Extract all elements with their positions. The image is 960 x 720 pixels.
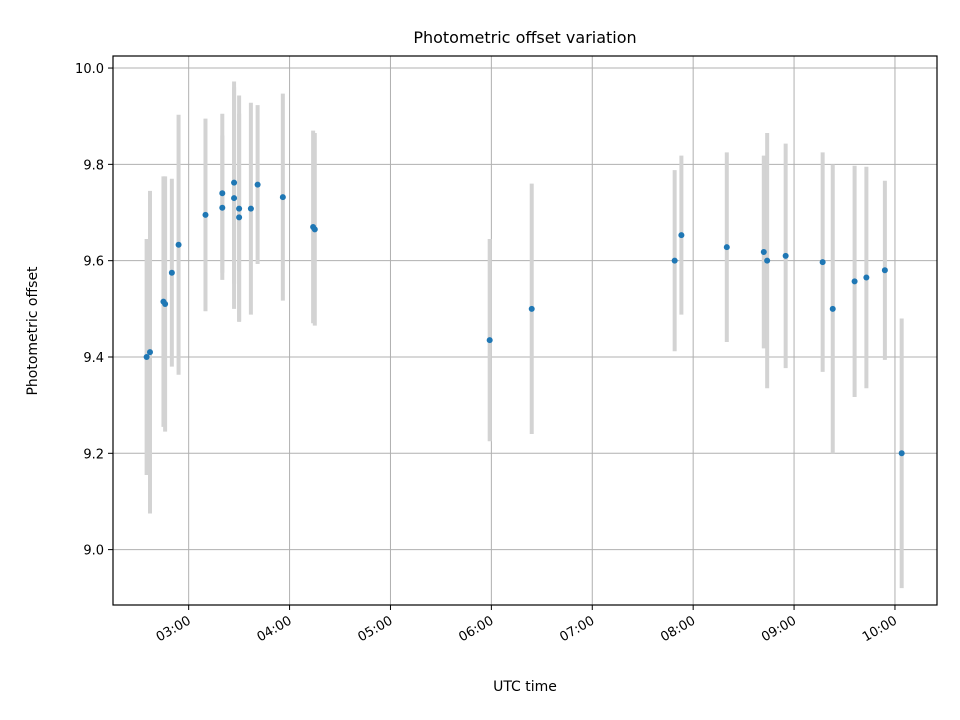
data-point — [254, 181, 261, 188]
data-point — [202, 211, 209, 218]
data-point — [146, 349, 153, 356]
data-point — [231, 195, 238, 202]
y-tick-label: 10.0 — [75, 62, 104, 77]
data-point — [863, 274, 870, 281]
y-axis-label: Photometric offset — [25, 266, 41, 396]
y-tick-label: 9.4 — [83, 351, 104, 366]
y-axis-ticks: 9.0 9.2 9.4 9.6 9.8 10.0 — [75, 62, 113, 559]
data-point — [898, 450, 905, 457]
data-point — [247, 205, 254, 212]
data-point — [219, 190, 226, 197]
data-point — [311, 226, 318, 233]
data-point — [236, 214, 243, 221]
data-point — [723, 244, 730, 251]
data-point — [782, 252, 789, 259]
data-point — [819, 259, 826, 266]
data-point — [486, 337, 493, 344]
chart-title: Photometric offset variation — [413, 28, 636, 47]
data-point — [881, 267, 888, 274]
data-point — [143, 353, 150, 360]
data-point — [175, 241, 182, 248]
data-point — [231, 179, 238, 186]
data-point — [236, 205, 243, 212]
y-tick-label: 9.6 — [83, 255, 104, 270]
data-point — [851, 278, 858, 285]
data-points — [143, 179, 905, 457]
data-point — [279, 194, 286, 201]
data-point — [168, 269, 175, 276]
x-axis-label: UTC time — [493, 679, 557, 695]
y-tick-label: 9.2 — [83, 447, 104, 462]
data-point — [764, 257, 771, 264]
y-tick-label: 9.0 — [83, 544, 104, 559]
plot-frame — [112, 55, 938, 606]
data-point — [760, 249, 767, 256]
data-point — [678, 232, 685, 239]
data-point — [162, 301, 169, 308]
data-point — [829, 305, 836, 312]
data-point — [671, 257, 678, 264]
y-tick-label: 9.8 — [83, 158, 104, 173]
data-point — [528, 305, 535, 312]
data-point — [219, 204, 226, 211]
